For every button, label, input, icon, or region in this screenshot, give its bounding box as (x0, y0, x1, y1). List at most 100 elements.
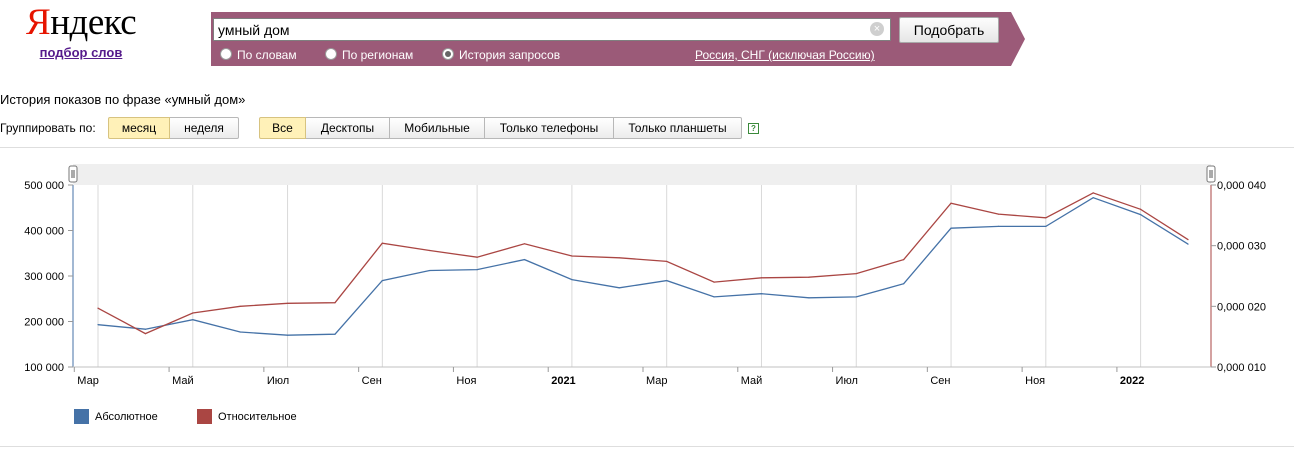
mode-label: История запросов (459, 48, 561, 62)
radio-icon[interactable] (325, 48, 337, 60)
chart-navigator (73, 164, 1211, 185)
point-absolute (1045, 225, 1047, 228)
point-relative (1140, 208, 1142, 210)
x-tick-label: Ноя (1025, 375, 1045, 387)
point-absolute (286, 334, 289, 336)
legend-swatch (197, 409, 212, 424)
point-absolute (808, 297, 810, 299)
y-right-tick-label: 0,000 010 (1217, 362, 1266, 374)
mode-label: По словам (237, 48, 297, 62)
point-relative (760, 277, 763, 279)
point-absolute (97, 324, 99, 326)
help-icon[interactable]: ? (748, 123, 759, 134)
radio-checked-icon[interactable] (442, 48, 454, 60)
mode-label: По регионам (342, 48, 414, 62)
point-relative (144, 333, 146, 335)
navigator-handle-left[interactable] (68, 165, 78, 183)
x-tick-label: Сен (362, 375, 382, 387)
yandex-logo[interactable]: Яндекс подбор слов (26, 2, 137, 61)
point-absolute (666, 279, 668, 282)
search-input[interactable] (213, 18, 891, 41)
navigator-handle-right[interactable] (1206, 165, 1216, 183)
logo-wordmark: Яндекс (26, 2, 137, 43)
mode-by-words[interactable]: По словам (220, 48, 297, 62)
device-mobile-button[interactable]: Мобильные (390, 117, 485, 139)
point-absolute (1092, 197, 1094, 199)
point-relative (1045, 217, 1047, 219)
x-tick-label: Сен (930, 375, 950, 387)
point-absolute (192, 319, 194, 321)
history-chart: 100 000 200 000 300 000 400 000 500 000 0,000… (0, 147, 1294, 447)
series-line-absolute (97, 196, 1189, 336)
mode-history[interactable]: История запросов (442, 48, 560, 62)
radio-icon[interactable] (220, 48, 232, 60)
point-relative (239, 305, 241, 307)
point-relative (97, 307, 99, 309)
x-tick-label: Ноя (456, 375, 476, 387)
point-relative (903, 259, 905, 261)
point-absolute (713, 296, 715, 298)
legend-swatch (74, 409, 89, 424)
point-relative (950, 202, 952, 204)
x-tick-label: Май (172, 375, 194, 387)
mode-by-regions[interactable]: По регионам (325, 48, 413, 62)
wordstat-link[interactable]: подбор слов (39, 45, 123, 60)
point-absolute (997, 225, 1000, 228)
point-absolute (760, 293, 763, 295)
point-absolute (334, 333, 336, 335)
y-left-tick-label: 100 000 (24, 362, 64, 374)
point-absolute (429, 269, 431, 272)
page-title: История показов по фразе «умный дом» (0, 92, 246, 107)
y-right-tick-label: 0,000 020 (1217, 301, 1266, 313)
point-absolute (523, 259, 526, 261)
point-relative (1187, 239, 1189, 241)
point-relative (997, 213, 1000, 215)
point-relative (1092, 192, 1094, 194)
group-by-week-button[interactable]: неделя (170, 117, 239, 139)
series-line-relative (97, 192, 1189, 335)
point-absolute (239, 331, 241, 333)
point-absolute (950, 227, 952, 229)
logo-first-letter: Я (26, 2, 51, 43)
point-absolute (1187, 243, 1189, 245)
search-panel-arrow (1011, 12, 1025, 66)
point-relative (571, 255, 573, 257)
point-relative (855, 272, 857, 275)
point-relative (476, 256, 478, 258)
group-by-label: Группировать по: (0, 121, 96, 135)
group-by-month-button[interactable]: месяц (108, 117, 170, 139)
point-relative (713, 281, 715, 283)
region-selector-link[interactable]: Россия, СНГ (исключая Россию) (695, 48, 875, 62)
point-absolute (571, 279, 573, 281)
device-desktop-button[interactable]: Десктопы (306, 117, 390, 139)
device-all-button[interactable]: Все (259, 117, 306, 139)
y-right-tick-label: 0,000 030 (1217, 241, 1266, 253)
legend-label: Относительное (218, 410, 297, 423)
point-absolute (476, 269, 478, 271)
point-absolute (1140, 213, 1142, 216)
device-phones-button[interactable]: Только телефоны (485, 117, 614, 139)
y-left-tick-label: 400 000 (24, 226, 64, 238)
x-tick-label: Мар (646, 375, 668, 387)
x-tick-label: 2021 (551, 375, 575, 387)
clear-icon[interactable]: × (870, 22, 884, 36)
point-relative (381, 242, 383, 244)
x-tick-label: Июл (836, 375, 858, 387)
device-tablets-button[interactable]: Только планшеты (614, 117, 742, 139)
submit-button[interactable]: Подобрать (899, 17, 999, 43)
legend-item-absolute[interactable]: Абсолютное (74, 409, 158, 424)
y-left-tick-label: 500 000 (24, 180, 64, 192)
legend-item-relative[interactable]: Относительное (197, 409, 297, 424)
x-tick-label: Мар (77, 375, 99, 387)
point-absolute (855, 296, 857, 298)
y-right-tick-label: 0,000 040 (1217, 180, 1266, 192)
x-tick-label: Май (741, 375, 763, 387)
point-relative (334, 302, 336, 304)
point-absolute (381, 279, 383, 282)
point-relative (808, 276, 810, 278)
device-filter: Все Десктопы Мобильные Только телефоны Т… (259, 117, 742, 139)
point-relative (429, 249, 431, 252)
point-absolute (144, 328, 146, 330)
point-relative (192, 312, 194, 314)
point-absolute (618, 287, 620, 289)
